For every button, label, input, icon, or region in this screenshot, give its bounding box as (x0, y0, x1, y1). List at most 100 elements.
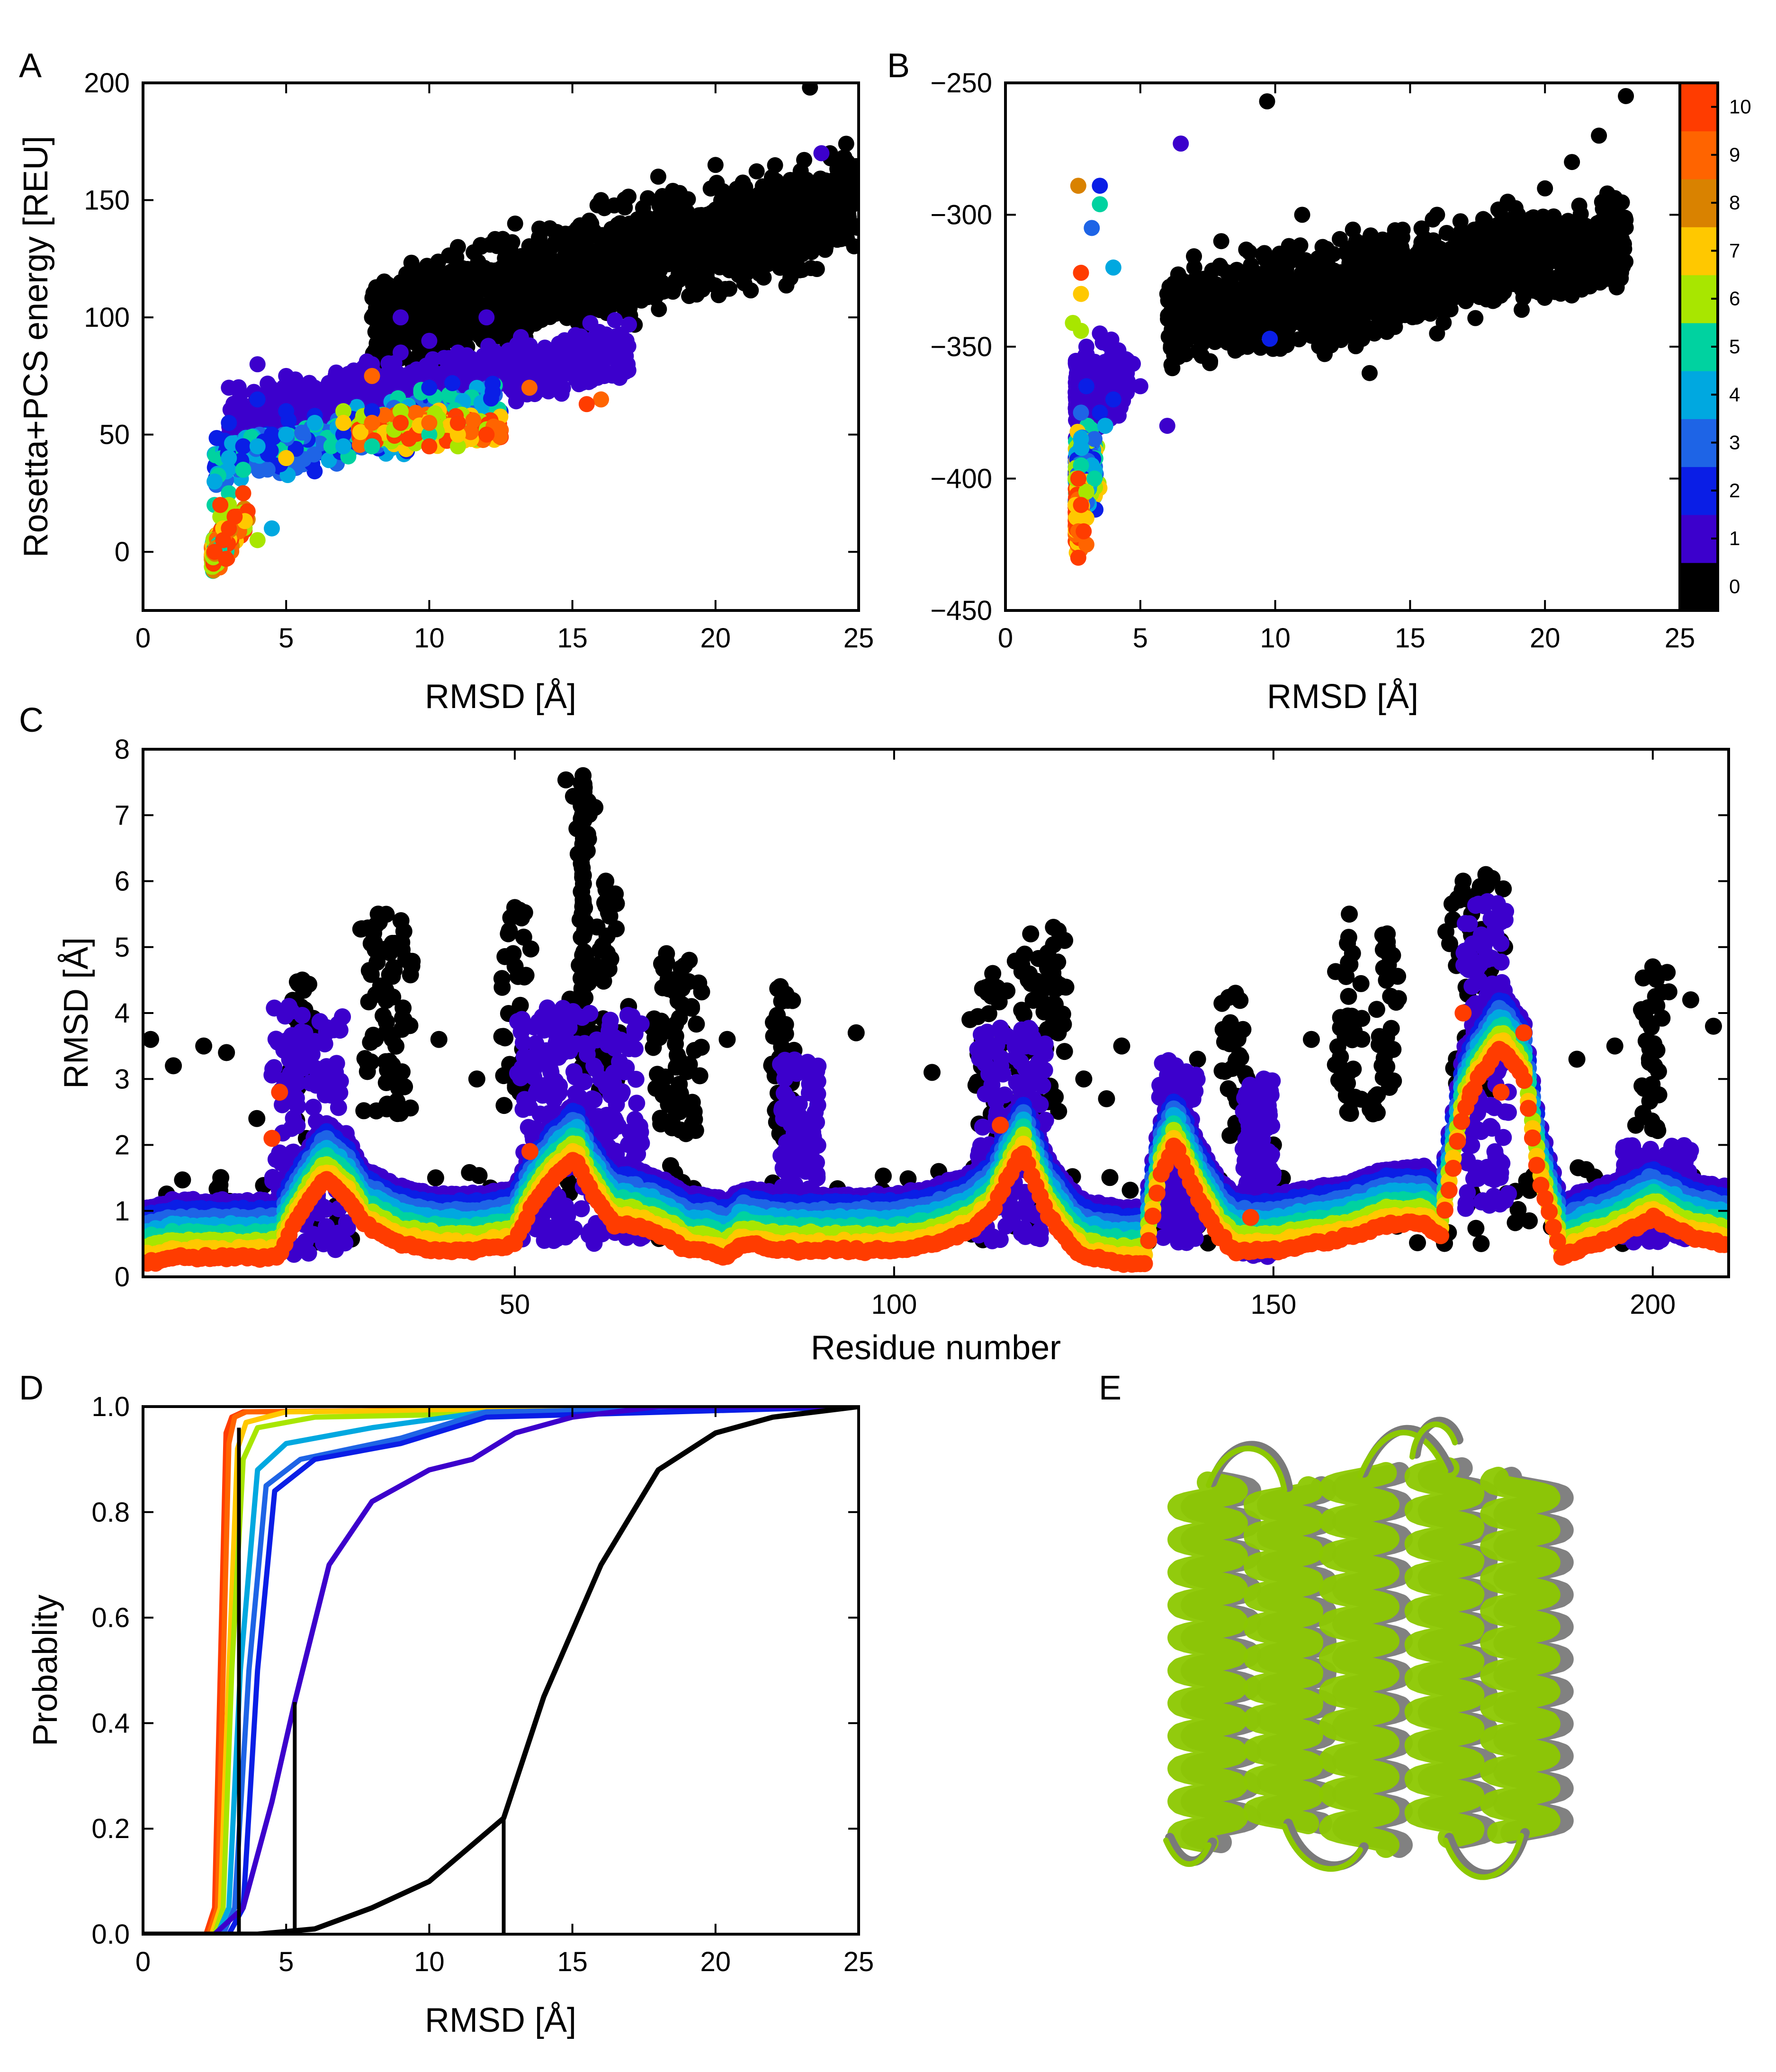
panel-a-point (305, 446, 322, 463)
panel-a-point (292, 399, 309, 416)
panel-a-point (221, 414, 237, 431)
panel-a-point (656, 219, 673, 235)
panel-a-point (508, 393, 524, 410)
panel-a-point (335, 403, 352, 420)
panel-b-point (1283, 295, 1299, 312)
panel-b-point (1244, 301, 1260, 318)
panel-b-point (1172, 295, 1189, 311)
panel-a-point (736, 239, 753, 255)
panel-a-point (846, 219, 859, 235)
panel-b-point (1612, 242, 1628, 259)
panel-a-point (335, 426, 352, 443)
panel-b-point (1373, 314, 1390, 330)
panel-b-point (1503, 269, 1520, 286)
panel-letter-e: E (1099, 1369, 1121, 1407)
panel-a-point (592, 291, 609, 308)
panel-a-point (493, 260, 510, 277)
panel-a-point (736, 192, 753, 208)
panel-b-point (1514, 302, 1530, 318)
panel-a-point (421, 438, 438, 455)
panel-a-point (478, 426, 495, 443)
panel-b-point (1311, 329, 1328, 345)
panel-a-ytick-label: 150 (84, 185, 130, 216)
panel-letter-c: C (19, 701, 44, 739)
panel-a-point (483, 390, 499, 407)
panel-a-point (782, 235, 798, 251)
panel-b-point (1605, 192, 1621, 209)
panel-a-point (364, 438, 380, 455)
panel-a-xtick-label: 20 (700, 623, 731, 654)
panel-a-point (521, 379, 538, 396)
panel-a-point (509, 270, 526, 287)
panel-a-point (606, 267, 623, 283)
panel-b-point (1556, 260, 1572, 277)
panel-a-point (593, 227, 610, 243)
panel-a-point (437, 287, 453, 304)
panel-a-point (700, 245, 717, 261)
panel-a-point (580, 374, 597, 390)
panel-b-point (1208, 309, 1225, 325)
panel-a-point (449, 438, 466, 455)
panel-b-point (1346, 288, 1363, 305)
panel-b-point (1162, 305, 1179, 321)
panel-a-point (278, 426, 295, 443)
panel-a-point (478, 309, 495, 326)
panel-a-point (444, 375, 461, 392)
panel-a-point (536, 379, 552, 396)
panel-a-point (621, 262, 638, 279)
panel-b-point (1420, 274, 1436, 290)
panel-a-point (621, 215, 638, 232)
panel-a-point (378, 283, 395, 300)
panel-a-point (715, 229, 731, 246)
panel-b-point (1265, 304, 1281, 321)
panel-a-point (830, 167, 847, 184)
panel-b-point (1425, 235, 1442, 251)
panel-a-point (263, 426, 280, 443)
panel-a-point (644, 252, 661, 269)
panel-a-point (406, 278, 422, 295)
panel-a-point (294, 424, 311, 441)
panel-a-point (635, 212, 651, 229)
panel-a-xtick-label: 10 (414, 623, 445, 654)
panel-b-point (1539, 284, 1556, 301)
panel-b-point (1452, 213, 1469, 230)
panel-a-point (701, 274, 718, 291)
panel-a-point (278, 403, 295, 420)
panel-a-point (531, 220, 547, 237)
panel-a-point (392, 344, 409, 361)
panel-a-point (617, 302, 633, 318)
panel-b-point (1308, 285, 1324, 302)
panel-a-point (780, 188, 797, 205)
panel-a-frame (142, 81, 860, 612)
panel-a-point (578, 396, 595, 413)
panel-a-point (478, 356, 495, 373)
panel-a-point (462, 350, 479, 367)
panel-a-point (778, 277, 795, 294)
panel-a-point (557, 225, 574, 242)
panel-a-point (421, 286, 438, 302)
panel-b-point (1421, 259, 1437, 276)
panel-a-point (212, 497, 229, 513)
panel-a-point (321, 452, 337, 468)
panel-a-point (536, 286, 552, 302)
panel-a-point (654, 206, 671, 222)
panel-a-point (672, 266, 688, 282)
panel-a-xtick-label: 25 (843, 623, 874, 654)
panel-b-point (1282, 249, 1298, 265)
panel-a-point (421, 426, 438, 443)
panel-a-point (519, 285, 535, 301)
panel-a-point (259, 461, 276, 478)
panel-b-point (1202, 355, 1218, 371)
panel-b-point (1467, 310, 1484, 326)
panel-a-point (753, 191, 770, 207)
panel-a-point (796, 214, 813, 230)
panel-a-point (833, 208, 850, 224)
panel-a-point (817, 238, 834, 254)
panel-b-point (1408, 287, 1425, 304)
panel-b-point (1409, 308, 1426, 324)
panel-a-point (306, 414, 323, 431)
panel-b-point (1383, 303, 1400, 320)
